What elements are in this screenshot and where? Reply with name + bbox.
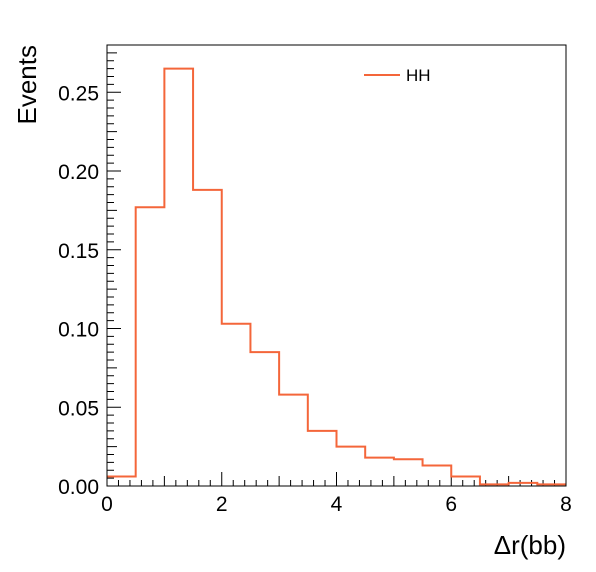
x-tick-labels: 0 2 4 6 8	[101, 493, 572, 516]
x-tick-label: 8	[560, 493, 572, 516]
y-tick-label: 0.05	[58, 397, 99, 420]
y-axis-title: Events	[12, 45, 42, 125]
y-tick-labels: 0.00 0.05 0.10 0.15 0.20 0.25	[58, 82, 99, 499]
legend-label-hh: HH	[406, 66, 431, 85]
y-tick-label: 0.15	[58, 240, 99, 263]
x-axis-title: Δr(bb)	[494, 530, 566, 560]
y-tick-label: 0.25	[58, 82, 99, 105]
plot-frame	[106, 44, 567, 487]
x-tick-label: 4	[331, 493, 343, 516]
y-tick-label: 0.00	[58, 476, 99, 499]
x-tick-label: 0	[101, 493, 113, 516]
x-tick-label: 2	[216, 493, 228, 516]
y-tick-label: 0.20	[58, 161, 99, 184]
y-tick-label: 0.10	[58, 319, 99, 342]
legend: HH	[364, 66, 431, 85]
axis-ticks	[106, 44, 567, 487]
x-tick-label: 6	[445, 493, 457, 516]
series-hh-histogram	[107, 67, 566, 486]
